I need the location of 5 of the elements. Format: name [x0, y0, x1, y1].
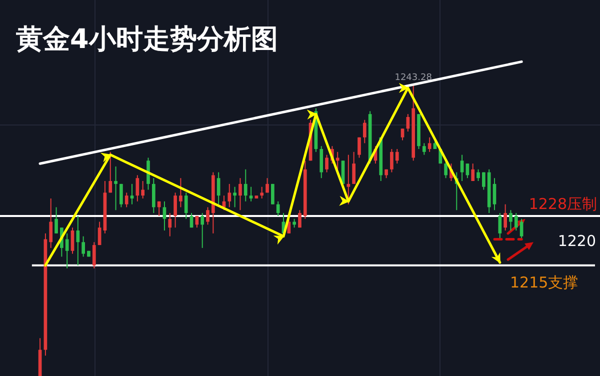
annotation: 1243.28 — [394, 72, 432, 83]
ref-line-label: 1215支撑 — [510, 273, 578, 292]
chart-title: 黄金4小时走势分析图 — [15, 24, 278, 55]
text: 1220 — [558, 232, 596, 250]
ref-line-label: 1228压制 — [528, 194, 597, 213]
